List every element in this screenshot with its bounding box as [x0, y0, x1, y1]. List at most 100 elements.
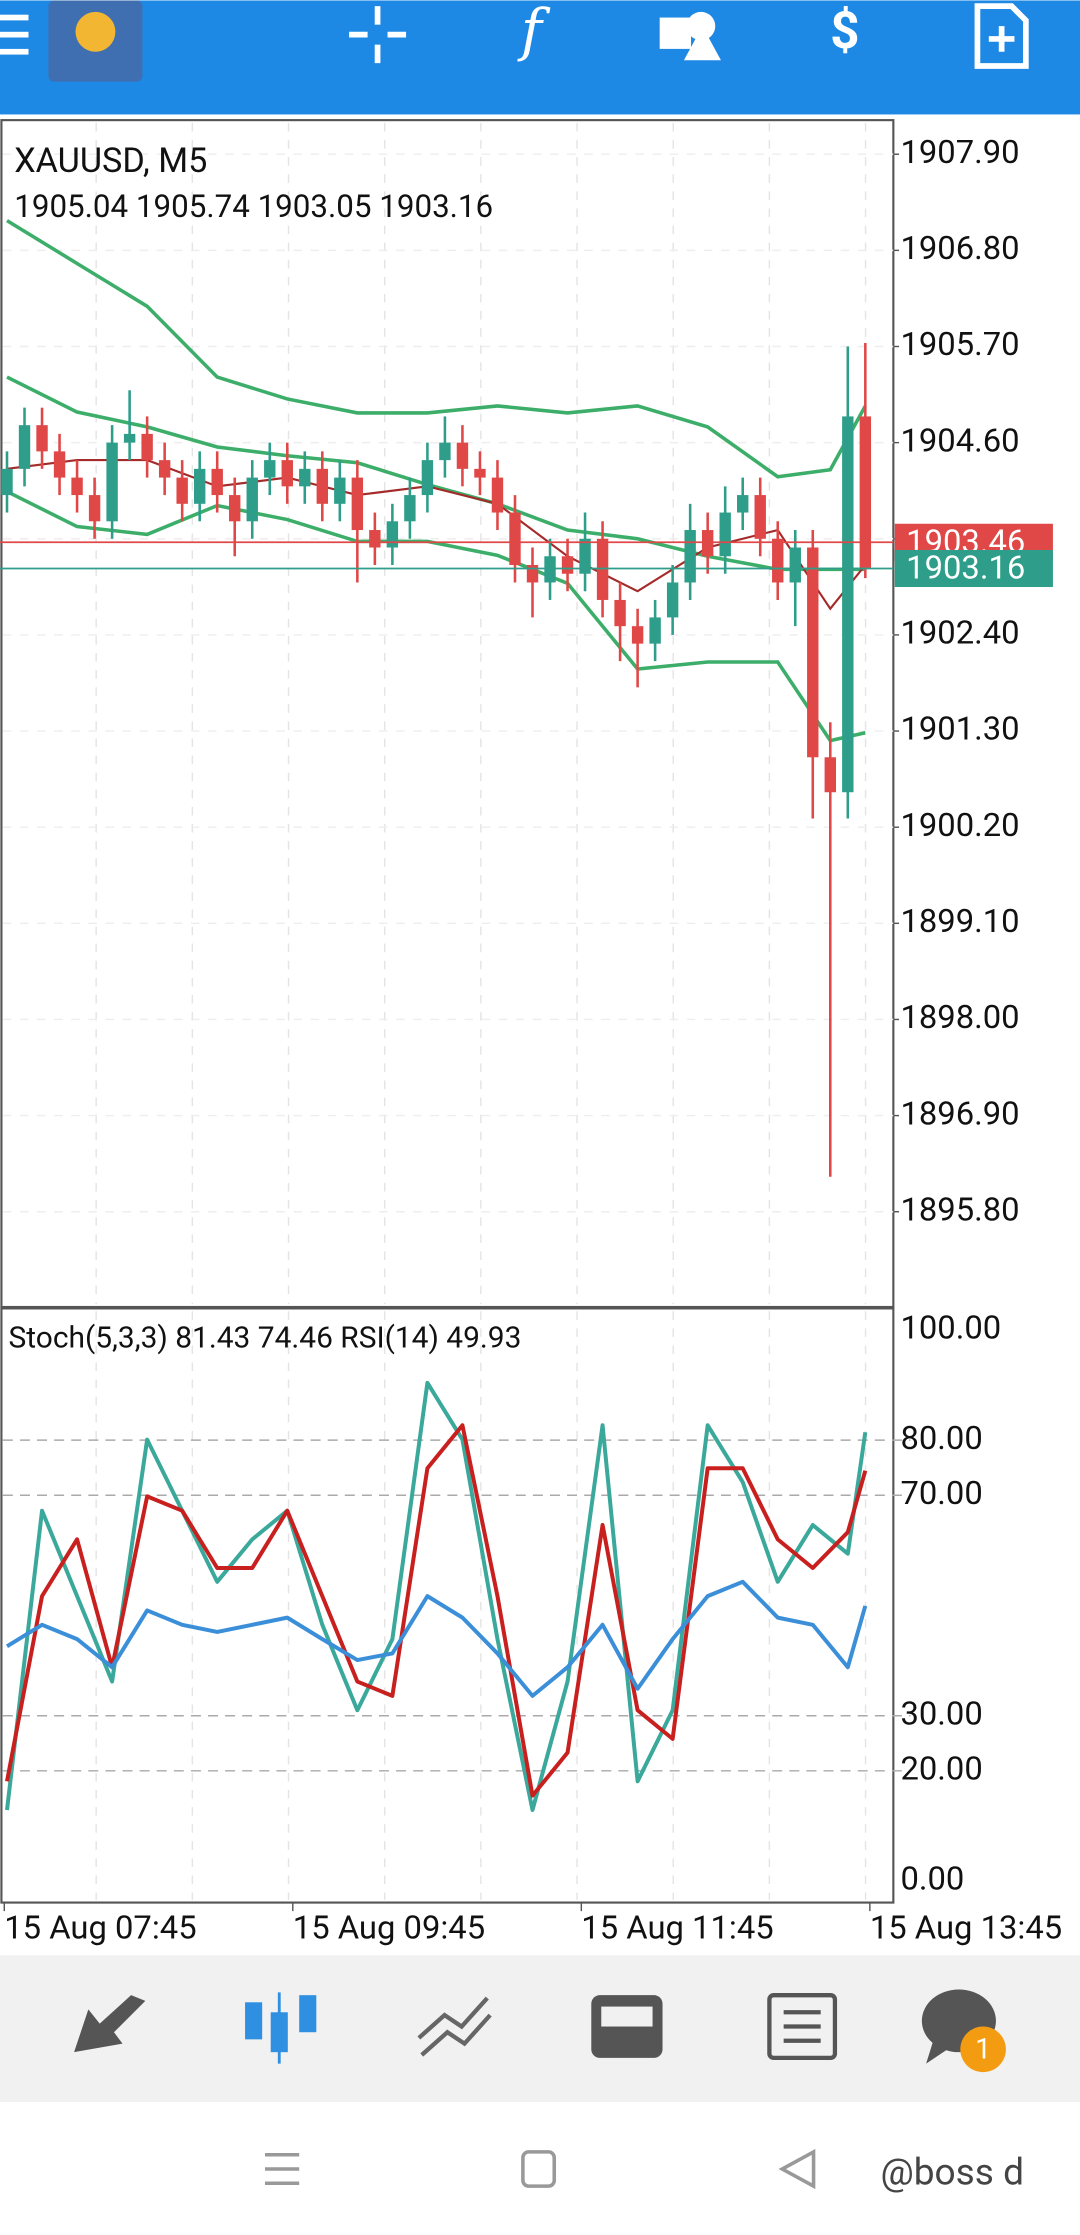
- candle-body: [491, 477, 504, 513]
- symbol-title: XAUUSD, M5: [14, 141, 207, 181]
- badge: [960, 2026, 1006, 2073]
- candle-body: [439, 442, 451, 461]
- candle-body: [666, 582, 679, 618]
- band-lower: [6, 489, 866, 743]
- candle-body: [544, 556, 556, 583]
- candle-body: [88, 495, 101, 522]
- candle-body: [737, 495, 749, 513]
- y-tick-label: 20.00: [900, 1750, 982, 1788]
- ask-label-box: [894, 549, 1053, 588]
- y-tick-label: 0.00: [900, 1861, 964, 1899]
- ask-label: 1903.16: [906, 550, 1025, 588]
- candle-body: [18, 425, 31, 469]
- candle-body: [141, 433, 153, 461]
- x-tick-label: 15 Aug 11:45: [581, 1909, 773, 1947]
- history-tab[interactable]: [591, 1995, 663, 2058]
- logo-mark: [75, 11, 116, 52]
- y-tick-label: 100.00: [900, 1310, 1001, 1348]
- top-bar: [0, 0, 1080, 115]
- y-tick-label: 1907.90: [900, 134, 1019, 172]
- candle-body: [211, 468, 223, 496]
- candle-body: [246, 477, 258, 522]
- x-tick-label: 15 Aug 07:45: [4, 1909, 196, 1947]
- new-order-button[interactable]: [974, 3, 1029, 69]
- chart-tab[interactable]: [245, 1992, 317, 2064]
- candle-body: [649, 617, 661, 644]
- candle-body: [579, 538, 591, 574]
- trade-button[interactable]: $: [830, 0, 859, 61]
- candle-body: [807, 547, 819, 758]
- y-tick-label: 1906.80: [900, 230, 1019, 268]
- candle-body: [719, 512, 731, 557]
- candle-body: [386, 521, 399, 548]
- candle-body: [158, 460, 171, 478]
- candle-body: [526, 564, 539, 583]
- candle-body: [754, 495, 766, 539]
- candle-body: [53, 451, 66, 478]
- candle-body: [404, 495, 416, 522]
- y-tick-label: 1895.80: [900, 1191, 1019, 1229]
- candle-body: [71, 477, 83, 496]
- y-tick-label: 1902.40: [900, 615, 1019, 653]
- indicator-line: [5, 1380, 868, 1812]
- y-tick-label: 1905.70: [900, 326, 1019, 364]
- y-tick-label: 1904.60: [900, 422, 1019, 460]
- price-panel: [0, 119, 895, 1309]
- candle-body: [772, 538, 784, 583]
- candle-body: [106, 442, 118, 522]
- candle-body: [474, 468, 486, 478]
- menu-button[interactable]: [0, 14, 29, 55]
- candle-body: [316, 468, 329, 504]
- indicator-title: Stoch(5,3,3) 81.43 74.46 RSI(14) 49.93: [9, 1321, 522, 1356]
- candle-body: [176, 477, 188, 504]
- candle-body: [123, 433, 136, 443]
- indicator-line: [5, 1423, 868, 1798]
- candle-body: [229, 495, 241, 522]
- candle-body: [281, 460, 293, 487]
- candle-body: [369, 530, 381, 548]
- candle-body: [509, 512, 521, 565]
- x-tick-label: 15 Aug 09:45: [293, 1909, 485, 1947]
- candle-body: [456, 442, 469, 469]
- candle-body: [701, 530, 714, 557]
- candle-body: [631, 626, 644, 644]
- candle-body: [789, 547, 801, 583]
- badge-count: 1: [975, 2032, 991, 2065]
- quotes-tab[interactable]: [74, 1995, 146, 2053]
- candle-body: [561, 556, 574, 574]
- y-tick-label: 80.00: [900, 1420, 982, 1458]
- candle-body: [684, 530, 696, 583]
- x-tick-label: 15 Aug 13:45: [870, 1909, 1062, 1947]
- system-nav: [265, 2148, 816, 2190]
- y-tick-label: 1900.20: [900, 807, 1019, 845]
- moving-average: [6, 459, 867, 611]
- news-tab[interactable]: [767, 1993, 838, 2061]
- y-tick-label: 1896.90: [900, 1095, 1019, 1133]
- candle-body: [859, 416, 872, 569]
- bottom-nav: [0, 1955, 1080, 2103]
- ohlc-readout: 1905.04 1905.74 1903.05 1903.16: [14, 188, 493, 225]
- candle-body: [264, 460, 276, 478]
- candle-body: [36, 425, 48, 452]
- y-tick-label: 1898.00: [900, 999, 1019, 1037]
- objects-button[interactable]: [659, 11, 721, 61]
- candle-body: [334, 477, 346, 504]
- trade-tab[interactable]: [417, 1996, 492, 2057]
- y-tick-label: 1899.10: [900, 903, 1019, 941]
- candle-body: [614, 599, 626, 627]
- candle-body: [421, 460, 434, 496]
- watermark: @boss d: [881, 2151, 1024, 2194]
- indicator-panel: [0, 1307, 895, 1904]
- y-tick-label: 1901.30: [900, 711, 1019, 749]
- y-tick-label: 70.00: [900, 1475, 982, 1513]
- band-upper: [6, 219, 867, 479]
- crosshair-button[interactable]: [349, 6, 407, 64]
- candle-body: [842, 416, 854, 793]
- candle-body: [351, 477, 364, 531]
- indicator-line: [5, 1579, 868, 1698]
- candle-body: [193, 468, 206, 504]
- candle-body: [824, 757, 836, 793]
- candle-body: [596, 538, 609, 600]
